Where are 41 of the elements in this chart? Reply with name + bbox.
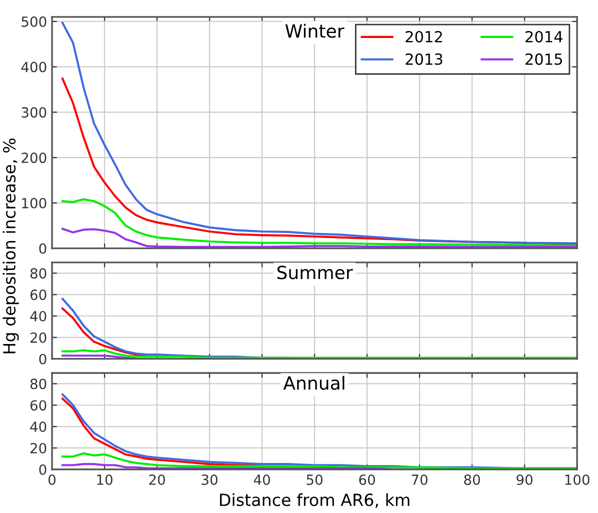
y-tick-label: 300 xyxy=(22,107,46,118)
y-axis-title: Hg deposition increase, % xyxy=(2,138,19,354)
y-tick-label: 100 xyxy=(22,198,46,208)
y-tick-label: 0 xyxy=(39,464,46,475)
legend-label: 2014 xyxy=(526,30,562,43)
y-tick-label: 80 xyxy=(30,268,46,279)
chart-title: Annual xyxy=(283,376,344,390)
chart-title: Summer xyxy=(277,266,353,280)
legend-label: 2012 xyxy=(406,30,442,43)
y-tick-label: 20 xyxy=(30,442,46,454)
line-series xyxy=(61,198,578,247)
x-tick-label: 90 xyxy=(516,474,532,486)
y-tick-label: 200 xyxy=(22,152,46,164)
x-tick-label: 100 xyxy=(565,474,590,486)
x-tick-label: 0 xyxy=(48,474,56,486)
line-series xyxy=(61,22,578,244)
line-series xyxy=(61,349,578,359)
legend-label: 2015 xyxy=(526,53,562,65)
x-tick-label: 60 xyxy=(359,474,375,486)
y-tick-label: 0 xyxy=(39,243,46,254)
y-tick-label: 500 xyxy=(22,16,46,27)
x-tick-label: 30 xyxy=(202,474,218,486)
y-tick-label: 400 xyxy=(21,62,46,72)
x-axis-title: Distance from AR6, km xyxy=(220,493,410,508)
y-tick-label: 0 xyxy=(39,354,46,364)
line-series xyxy=(61,228,578,248)
chart-title: Winter xyxy=(285,24,344,38)
line-series xyxy=(61,452,578,470)
x-tick-label: 80 xyxy=(464,474,480,486)
x-tick-label: 50 xyxy=(306,474,322,486)
y-tick-label: 80 xyxy=(30,378,46,390)
y-tick-label: 60 xyxy=(30,400,46,411)
y-tick-label: 40 xyxy=(30,422,46,432)
legend-label: 2013 xyxy=(406,53,442,65)
y-tick-label: 40 xyxy=(30,310,46,322)
x-tick-label: 10 xyxy=(97,474,112,486)
x-tick-label: 40 xyxy=(254,474,270,486)
x-tick-label: 20 xyxy=(149,474,165,486)
x-tick-label: 70 xyxy=(412,474,428,486)
y-tick-label: 60 xyxy=(30,290,46,300)
y-tick-label: 20 xyxy=(30,332,46,343)
